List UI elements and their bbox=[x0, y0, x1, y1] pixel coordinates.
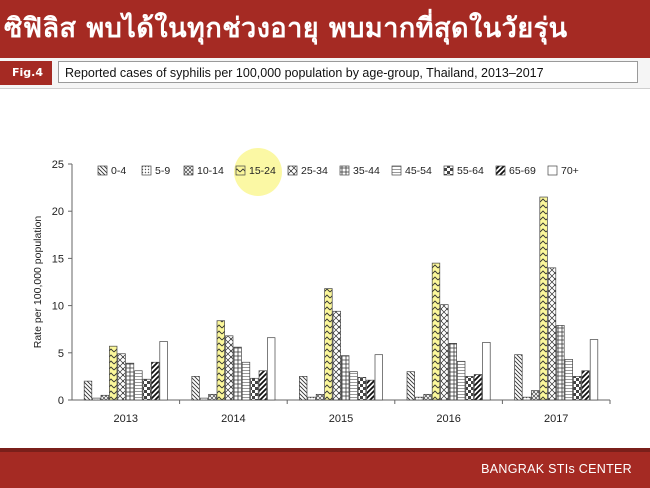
legend-label: 25-34 bbox=[301, 165, 328, 177]
bar bbox=[324, 288, 333, 401]
bar bbox=[415, 396, 424, 401]
figure-caption: Reported cases of syphilis per 100,000 p… bbox=[58, 61, 638, 83]
bar bbox=[241, 361, 251, 401]
bar bbox=[191, 376, 200, 401]
figure-number-tag: Fig.4 bbox=[0, 61, 52, 85]
bar bbox=[117, 353, 126, 401]
legend-label: 0-4 bbox=[111, 165, 126, 177]
bar bbox=[267, 337, 276, 401]
footer-strip bbox=[0, 448, 650, 452]
bar bbox=[208, 393, 217, 401]
bar bbox=[216, 320, 225, 401]
legend-label: 65-69 bbox=[509, 165, 536, 177]
y-tick-label: 20 bbox=[52, 206, 64, 218]
bar bbox=[406, 371, 415, 401]
x-tick-label: 2016 bbox=[436, 413, 460, 425]
bar bbox=[299, 376, 308, 401]
bar bbox=[423, 393, 432, 401]
bar bbox=[250, 377, 259, 401]
bar bbox=[473, 374, 483, 401]
legend-label: 45-54 bbox=[405, 165, 432, 177]
bar bbox=[448, 343, 457, 401]
bar bbox=[199, 397, 209, 401]
bar bbox=[341, 355, 350, 401]
bar bbox=[332, 310, 341, 401]
legend-label: 70+ bbox=[561, 165, 579, 177]
legend-swatch bbox=[287, 165, 298, 176]
bar bbox=[522, 396, 531, 401]
bar bbox=[357, 376, 367, 401]
bar bbox=[581, 370, 590, 401]
y-tick-label: 10 bbox=[52, 301, 64, 313]
slide-title: ซิฟิลิส พบได้ในทุกช่วงอายุ พบมากที่สุดใน… bbox=[4, 13, 568, 44]
bar bbox=[92, 397, 101, 401]
bar bbox=[366, 379, 375, 401]
y-tick-label: 5 bbox=[58, 348, 64, 360]
bar bbox=[125, 362, 135, 401]
bar bbox=[531, 390, 540, 401]
y-tick-label: 15 bbox=[52, 253, 64, 265]
legend-swatch bbox=[443, 165, 454, 176]
x-tick-label: 2014 bbox=[221, 413, 245, 425]
legend-label: 5-9 bbox=[155, 165, 170, 177]
bar bbox=[142, 378, 151, 401]
legend-swatch bbox=[391, 165, 402, 176]
bar bbox=[465, 376, 474, 401]
legend-swatch bbox=[141, 165, 152, 176]
bar bbox=[589, 339, 599, 401]
legend-swatch bbox=[183, 165, 194, 176]
figure-caption-bar: Fig.4 Reported cases of syphilis per 100… bbox=[0, 58, 650, 89]
bar bbox=[573, 376, 582, 401]
bar bbox=[109, 345, 118, 401]
bar bbox=[349, 371, 358, 401]
legend-label: 15-24 bbox=[249, 165, 276, 177]
bar bbox=[556, 325, 565, 401]
bar bbox=[225, 335, 234, 401]
bar bbox=[547, 267, 557, 401]
legend-swatch bbox=[339, 165, 350, 176]
bar bbox=[233, 346, 242, 401]
legend-swatch bbox=[235, 165, 246, 176]
bar bbox=[564, 359, 573, 401]
y-axis-label: Rate per 100,000 population bbox=[32, 216, 44, 349]
bar bbox=[315, 393, 325, 401]
bar bbox=[457, 360, 466, 401]
legend-swatch bbox=[495, 165, 506, 176]
bar bbox=[482, 342, 491, 401]
x-tick-label: 2017 bbox=[544, 413, 568, 425]
slide-header: ซิฟิลิส พบได้ในทุกช่วงอายุ พบมากที่สุดใน… bbox=[0, 0, 650, 58]
bar-chart: 0 5 10 15 20 25 Rate per 100,000 population 201… bbox=[32, 148, 611, 425]
slide-footer: BANGRAK STIs CENTER bbox=[0, 448, 650, 488]
bar bbox=[539, 196, 548, 401]
x-tick-label: 2015 bbox=[329, 413, 353, 425]
y-tick-label: 0 bbox=[58, 395, 64, 407]
bar bbox=[151, 361, 160, 401]
bar bbox=[374, 354, 383, 401]
footer-organization: BANGRAK STIs CENTER bbox=[481, 462, 632, 476]
y-tick-label: 25 bbox=[52, 159, 64, 171]
legend-swatch bbox=[97, 165, 108, 176]
bar bbox=[134, 370, 143, 401]
bar bbox=[514, 354, 523, 401]
legend-label: 35-44 bbox=[353, 165, 380, 177]
legend-label: 55-64 bbox=[457, 165, 484, 177]
bar bbox=[440, 304, 449, 401]
bar bbox=[258, 370, 267, 401]
bar bbox=[100, 394, 109, 401]
bar bbox=[307, 396, 316, 401]
bar bbox=[159, 341, 168, 401]
x-tick-label: 2013 bbox=[114, 413, 138, 425]
legend-label: 10-14 bbox=[197, 165, 224, 177]
legend-highlight-circle bbox=[234, 148, 282, 196]
bar bbox=[83, 380, 93, 401]
legend-swatch bbox=[547, 165, 558, 176]
bar bbox=[431, 262, 441, 401]
